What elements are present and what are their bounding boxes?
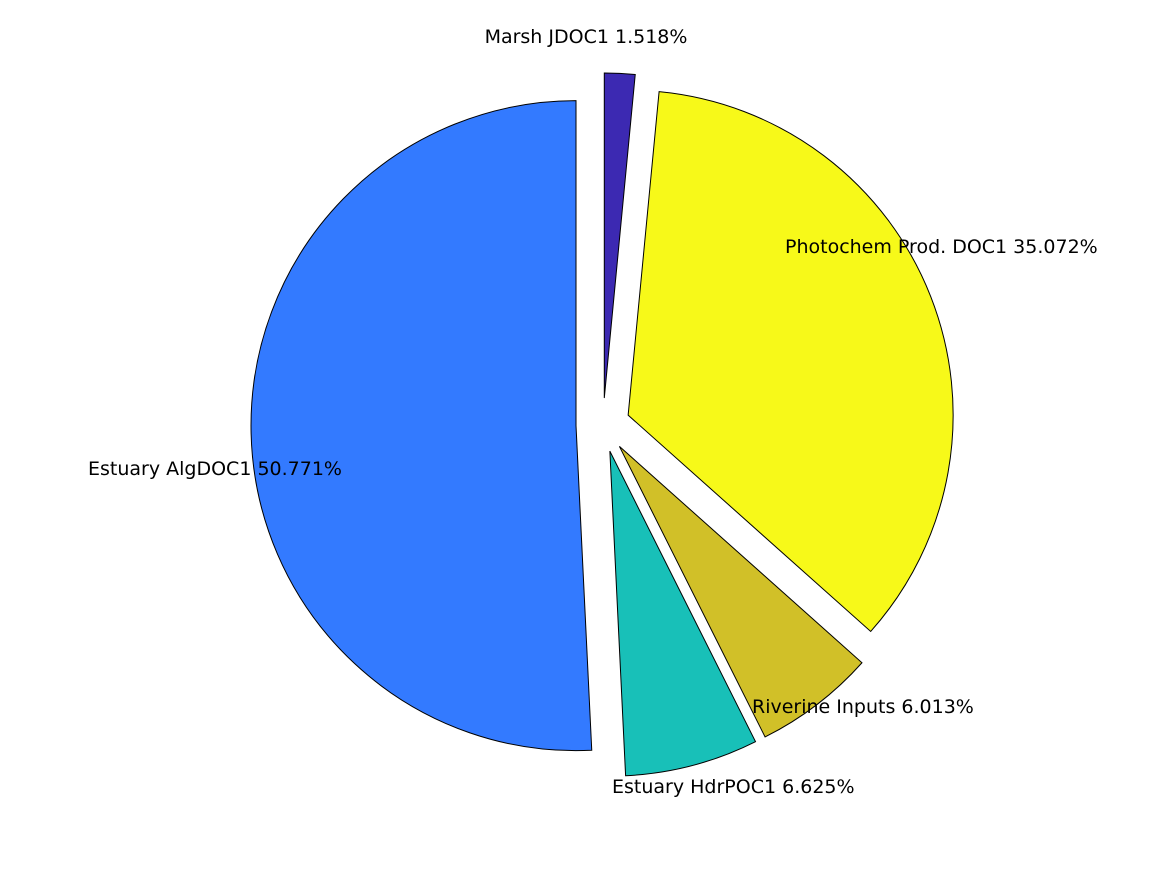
pie-slice <box>603 72 636 399</box>
pie-slice <box>609 450 757 777</box>
pie-slice <box>618 446 863 738</box>
pie-slices <box>250 72 954 777</box>
pie-slice <box>250 100 593 752</box>
pie-labels: Marsh JDOC1 1.518% Photochem Prod. DOC1 3… <box>88 26 1098 798</box>
slice-label: Marsh JDOC1 1.518% <box>485 26 688 48</box>
slice-label: Estuary AlgDOC1 50.771% <box>88 458 342 480</box>
slice-label: Riverine Inputs 6.013% <box>752 696 974 718</box>
slice-label: Estuary HdrPOC1 6.625% <box>612 776 855 798</box>
slice-label: Photochem Prod. DOC1 35.072% <box>785 236 1098 258</box>
pie-slice <box>627 91 954 633</box>
